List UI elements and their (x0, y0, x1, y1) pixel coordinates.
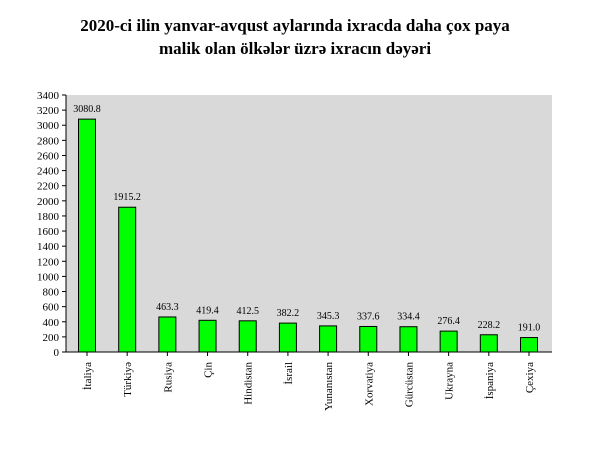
bar-value-label: 382.2 (277, 308, 300, 319)
bar (520, 337, 538, 353)
bar-value-label: 412.5 (236, 306, 259, 317)
bar-value-label: 191.0 (518, 323, 541, 334)
bar-value-label: 1915.2 (113, 192, 141, 203)
category-labels-group: İtaliya Türkiyə Rusiya Çin Hindistan İsrail Yu… (82, 362, 536, 411)
bar (278, 322, 297, 353)
chart-title-line-1: 2020-ci ilin yanvar-avqust aylarında ixr… (80, 16, 510, 35)
bar-value-label: 345.3 (317, 311, 340, 322)
y-tick-label: 2000 (37, 196, 60, 208)
y-tick-label: 1800 (37, 211, 60, 223)
category-label: Hindistan (243, 362, 255, 405)
category-label: Çexiya (524, 362, 536, 393)
chart-title: 2020-ci ilin yanvar-avqust aylarında ixr… (0, 14, 590, 60)
y-tick-label: 2800 (37, 135, 60, 147)
bar (238, 320, 257, 353)
bar-value-label: 419.4 (196, 305, 219, 316)
bar-value-label: 276.4 (437, 316, 460, 327)
category-label: Gürcüstan (403, 362, 415, 408)
bar-value-label: 334.4 (397, 312, 420, 323)
value-labels-group: 3080.8 1915.2 463.3 419.4 412.5 382.2 345.3 337… (73, 104, 540, 333)
bars-group (78, 118, 538, 353)
x-axis (66, 351, 552, 356)
category-label: Yunanıstan (323, 362, 335, 411)
bar-value-label: 3080.8 (73, 104, 101, 115)
y-tick-label: 3000 (37, 120, 60, 132)
y-tick-label: 1200 (37, 256, 60, 268)
y-tick-label: 600 (43, 302, 60, 314)
y-tick-label: 1000 (37, 271, 60, 283)
y-tick-label: 3400 (37, 90, 60, 102)
bar (359, 325, 378, 353)
y-tick-label: 200 (43, 332, 60, 344)
y-tick-label: 3200 (37, 105, 60, 117)
bar-value-label: 228.2 (478, 320, 501, 331)
plot-background (66, 95, 552, 352)
bar (158, 316, 177, 353)
y-tick-label: 2200 (37, 181, 60, 193)
bar (78, 118, 96, 353)
bar (319, 325, 338, 353)
category-label: Rusiya (162, 362, 174, 393)
bar (479, 334, 498, 353)
category-label: Ukrayna (444, 362, 456, 400)
y-tick-label: 400 (43, 317, 60, 329)
chart-title-line-2: malik olan ölkələr üzrə ixracın dəyəri (158, 39, 432, 58)
y-tick-label: 2600 (37, 150, 60, 162)
category-label: Çin (203, 362, 215, 378)
y-tick-label: 0 (54, 347, 60, 359)
category-label: Xorvatiya (363, 362, 375, 406)
category-label: Türkiyə (122, 362, 134, 397)
bar-value-label: 337.6 (357, 311, 380, 322)
bar-value-label: 463.3 (156, 302, 179, 313)
category-label: İtaliya (82, 362, 94, 390)
y-axis: 0 200 400 600 800 1000 1200 1400 1600 1800 2000 220… (37, 90, 67, 359)
bar (399, 326, 418, 353)
category-label: İsrail (283, 362, 295, 385)
bar (118, 206, 137, 353)
category-label: İspaniya (484, 362, 496, 399)
bar (198, 319, 217, 353)
bar (439, 330, 458, 353)
y-tick-label: 1400 (37, 241, 60, 253)
y-tick-label: 1600 (37, 226, 60, 238)
y-tick-label: 800 (43, 287, 60, 299)
y-tick-label: 2400 (37, 166, 60, 178)
